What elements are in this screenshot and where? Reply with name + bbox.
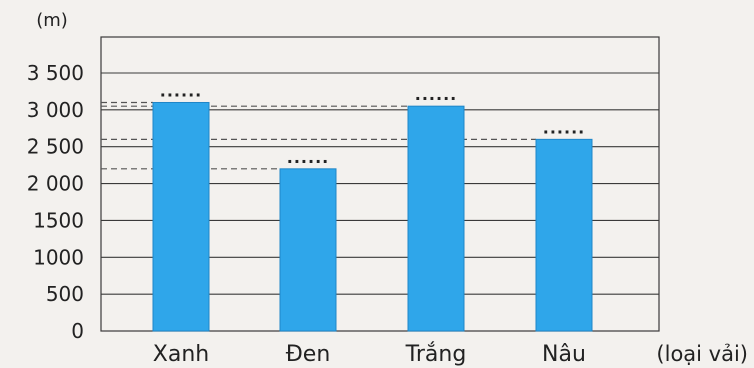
y-unit-label: (m) xyxy=(36,10,68,31)
value-placeholder-label: ...... xyxy=(543,118,585,137)
y-tick-label: 2 500 xyxy=(27,135,84,159)
value-placeholder-label: ...... xyxy=(287,148,329,167)
y-tick-label: 0 xyxy=(71,319,84,343)
bar xyxy=(535,138,593,332)
bar xyxy=(152,101,210,332)
y-tick-label: 1000 xyxy=(33,245,84,269)
x-tick-label: Xanh xyxy=(153,342,209,367)
y-tick-label: 1500 xyxy=(33,208,84,232)
x-tick-label: Nâu xyxy=(542,342,586,367)
value-placeholder-label: ...... xyxy=(415,85,457,104)
y-tick-label: 3 500 xyxy=(27,61,84,85)
y-tick-label: 2 000 xyxy=(27,172,84,196)
y-tick-label: 3 000 xyxy=(27,98,84,122)
bar xyxy=(407,105,465,332)
x-tick-label: Trắng xyxy=(405,342,467,367)
x-unit-label: (loại vải) xyxy=(656,342,748,366)
y-tick-label: 500 xyxy=(46,282,84,306)
bar xyxy=(279,168,337,332)
x-tick-label: Đen xyxy=(286,342,331,367)
value-placeholder-label: ...... xyxy=(160,81,202,100)
